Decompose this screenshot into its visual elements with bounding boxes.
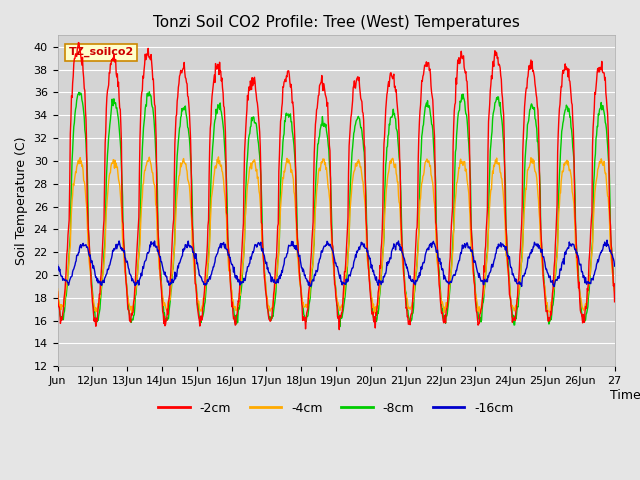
X-axis label: Time: Time	[611, 389, 640, 403]
Y-axis label: Soil Temperature (C): Soil Temperature (C)	[15, 137, 28, 265]
Legend: -2cm, -4cm, -8cm, -16cm: -2cm, -4cm, -8cm, -16cm	[154, 396, 518, 420]
Title: Tonzi Soil CO2 Profile: Tree (West) Temperatures: Tonzi Soil CO2 Profile: Tree (West) Temp…	[152, 15, 520, 30]
Text: TZ_soilco2: TZ_soilco2	[68, 47, 134, 58]
